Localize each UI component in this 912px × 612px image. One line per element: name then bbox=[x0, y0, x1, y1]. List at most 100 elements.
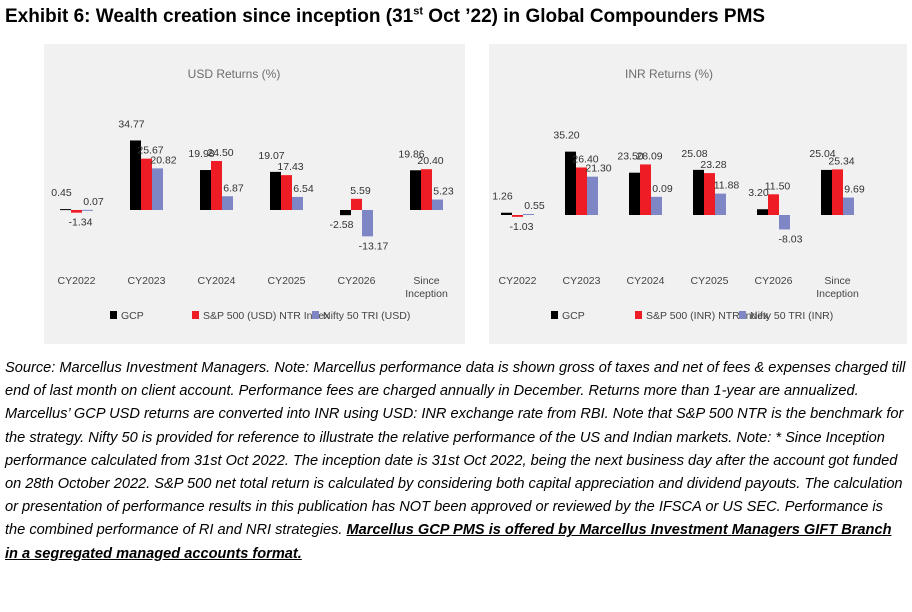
chart1-value-label-s2-c4: -8.03 bbox=[779, 233, 803, 245]
chart1-category-label-1: CY2023 bbox=[563, 275, 601, 287]
title-prefix: Exhibit 6: Wealth creation since incepti… bbox=[5, 6, 414, 27]
chart1-category-label-5: Since bbox=[824, 275, 850, 287]
chart1-bar-s1-c2 bbox=[640, 164, 651, 215]
chart0-category-label-5: Since bbox=[413, 275, 439, 287]
chart0-legend-label-1: S&P 500 (USD) NTR Index bbox=[203, 310, 330, 322]
chart0-legend-swatch-1 bbox=[192, 311, 199, 319]
inr-returns-chart: INR Returns (%) 1.26 -1.03 0.55 CY2022 35.20 2… bbox=[492, 67, 865, 322]
chart1-category-label-5-line1: Inception bbox=[816, 288, 859, 300]
chart0-legend-swatch-2 bbox=[312, 311, 319, 319]
chart1-bar-s2-c0 bbox=[523, 214, 534, 216]
chart1-bar-s2-c4 bbox=[779, 215, 790, 230]
chart0-bar-s2-c4 bbox=[362, 210, 373, 237]
chart0-legend-swatch-0 bbox=[110, 311, 117, 319]
chart1-value-label-s0-c5: 25.04 bbox=[809, 148, 835, 160]
chart0-value-label-s1-c3: 17.43 bbox=[277, 161, 303, 173]
title-suffix: Oct ’22) in Global Compounders PMS bbox=[423, 6, 766, 27]
chart1-legend-label-0: GCP bbox=[562, 310, 585, 322]
chart1-bar-s2-c1 bbox=[587, 176, 598, 215]
chart1-value-label-s1-c1: 26.40 bbox=[572, 153, 598, 165]
chart0-value-label-s2-c4: -13.17 bbox=[359, 240, 389, 252]
chart0-value-label-s1-c1: 25.67 bbox=[137, 145, 163, 157]
chart0-value-label-s0-c4: -2.58 bbox=[330, 219, 354, 231]
chart1-bar-s1-c5 bbox=[832, 169, 843, 215]
chart0-value-label-s2-c5: 5.23 bbox=[433, 186, 454, 198]
chart1-value-label-s0-c1: 35.20 bbox=[553, 130, 579, 142]
chart1-legend-swatch-1 bbox=[635, 311, 642, 319]
chart0-bar-s2-c1 bbox=[152, 168, 163, 210]
chart1-value-label-s0-c0: 1.26 bbox=[492, 191, 513, 203]
chart1-bar-s2-c5 bbox=[843, 197, 854, 215]
chart0-bar-s0-c1 bbox=[130, 140, 141, 210]
chart1-group-0: 1.26 -1.03 0.55 bbox=[492, 191, 545, 233]
chart0-bar-s2-c3 bbox=[292, 196, 303, 210]
chart1-bar-s1-c3 bbox=[704, 173, 715, 215]
chart0-bar-s2-c0 bbox=[82, 209, 93, 211]
chart0-legend-label-0: GCP bbox=[121, 310, 144, 322]
chart1-category-label-4: CY2026 bbox=[755, 275, 793, 287]
chart0-group-4: -2.58 5.59 -13.17 bbox=[330, 185, 389, 253]
usd-returns-chart-panel: USD Returns (%) 0.45 -1.34 0.07 CY2022 34.77 2… bbox=[44, 44, 465, 344]
chart1-value-label-s2-c1: 21.30 bbox=[585, 163, 611, 175]
chart0-bar-s1-c0 bbox=[71, 210, 82, 213]
chart1-legend-label-2: Nifty 50 TRI (INR) bbox=[750, 310, 833, 322]
chart0-bar-s0-c3 bbox=[270, 171, 281, 210]
chart1-value-label-s1-c0: -1.03 bbox=[510, 221, 534, 233]
chart1-value-label-s0-c3: 25.08 bbox=[681, 148, 707, 160]
chart0-value-label-s2-c0: 0.07 bbox=[83, 196, 104, 208]
chart0-value-label-s2-c3: 6.54 bbox=[293, 183, 314, 195]
chart1-legend-swatch-0 bbox=[551, 311, 558, 319]
chart0-value-label-s1-c5: 20.40 bbox=[417, 155, 443, 167]
chart1-legend-swatch-2 bbox=[739, 311, 746, 319]
chart1-bar-s0-c0 bbox=[501, 212, 512, 215]
chart1-bar-s1-c0 bbox=[512, 215, 523, 217]
chart0-category-label-2: CY2024 bbox=[198, 275, 236, 287]
chart1-bar-s2-c3 bbox=[715, 193, 726, 215]
chart1-value-label-s1-c2: 28.09 bbox=[636, 150, 662, 162]
usd-returns-chart: USD Returns (%) 0.45 -1.34 0.07 CY2022 34.77 2… bbox=[51, 67, 454, 322]
chart0-category-label-3: CY2025 bbox=[268, 275, 306, 287]
inr-returns-chart-panel: INR Returns (%) 1.26 -1.03 0.55 CY2022 35.20 2… bbox=[489, 44, 907, 344]
chart0-bar-s2-c5 bbox=[432, 199, 443, 210]
source-note-text: Source: Marcellus Investment Managers. N… bbox=[5, 360, 906, 539]
chart1-category-label-3: CY2025 bbox=[691, 275, 729, 287]
chart0-bar-s1-c3 bbox=[281, 175, 292, 210]
title-superscript: st bbox=[413, 5, 424, 18]
chart0-bar-s1-c2 bbox=[211, 161, 222, 210]
chart1-value-label-s2-c0: 0.55 bbox=[524, 200, 545, 212]
chart1-value-label-s0-c4: 3.20 bbox=[748, 187, 769, 199]
chart1-bar-s0-c5 bbox=[821, 169, 832, 215]
chart1-value-label-s1-c3: 23.28 bbox=[700, 159, 726, 171]
chart1-bar-s0-c4 bbox=[757, 209, 768, 215]
chart0-value-label-s0-c2: 19.98 bbox=[188, 148, 214, 160]
chart0-category-label-4: CY2026 bbox=[338, 275, 376, 287]
chart0-value-label-s0-c0: 0.45 bbox=[51, 187, 72, 199]
chart0-value-label-s0-c3: 19.07 bbox=[258, 150, 284, 162]
chart0-title: USD Returns (%) bbox=[188, 67, 281, 81]
chart0-category-label-1: CY2023 bbox=[128, 275, 166, 287]
chart1-value-label-s1-c5: 25.34 bbox=[828, 155, 854, 167]
chart0-bar-s2-c2 bbox=[222, 196, 233, 210]
chart1-category-label-2: CY2024 bbox=[627, 275, 665, 287]
chart0-bar-s0-c4 bbox=[340, 210, 351, 216]
chart0-bar-s0-c2 bbox=[200, 170, 211, 210]
chart1-bar-s2-c2 bbox=[651, 196, 662, 215]
chart0-bar-s1-c4 bbox=[351, 198, 362, 210]
chart1-title: INR Returns (%) bbox=[625, 67, 713, 81]
chart1-value-label-s2-c2: 0.09 bbox=[652, 183, 673, 195]
chart1-legend-label-1: S&P 500 (INR) NTR Index bbox=[646, 310, 769, 322]
chart1-bar-s0-c1 bbox=[565, 151, 576, 215]
chart0-group-0: 0.45 -1.34 0.07 bbox=[51, 187, 104, 229]
chart1-value-label-s0-c2: 23.50 bbox=[617, 151, 643, 163]
chart1-value-label-s2-c5: 9.69 bbox=[844, 184, 865, 196]
chart0-value-label-s0-c5: 19.86 bbox=[398, 148, 424, 160]
chart0-bar-s0-c5 bbox=[410, 170, 421, 210]
